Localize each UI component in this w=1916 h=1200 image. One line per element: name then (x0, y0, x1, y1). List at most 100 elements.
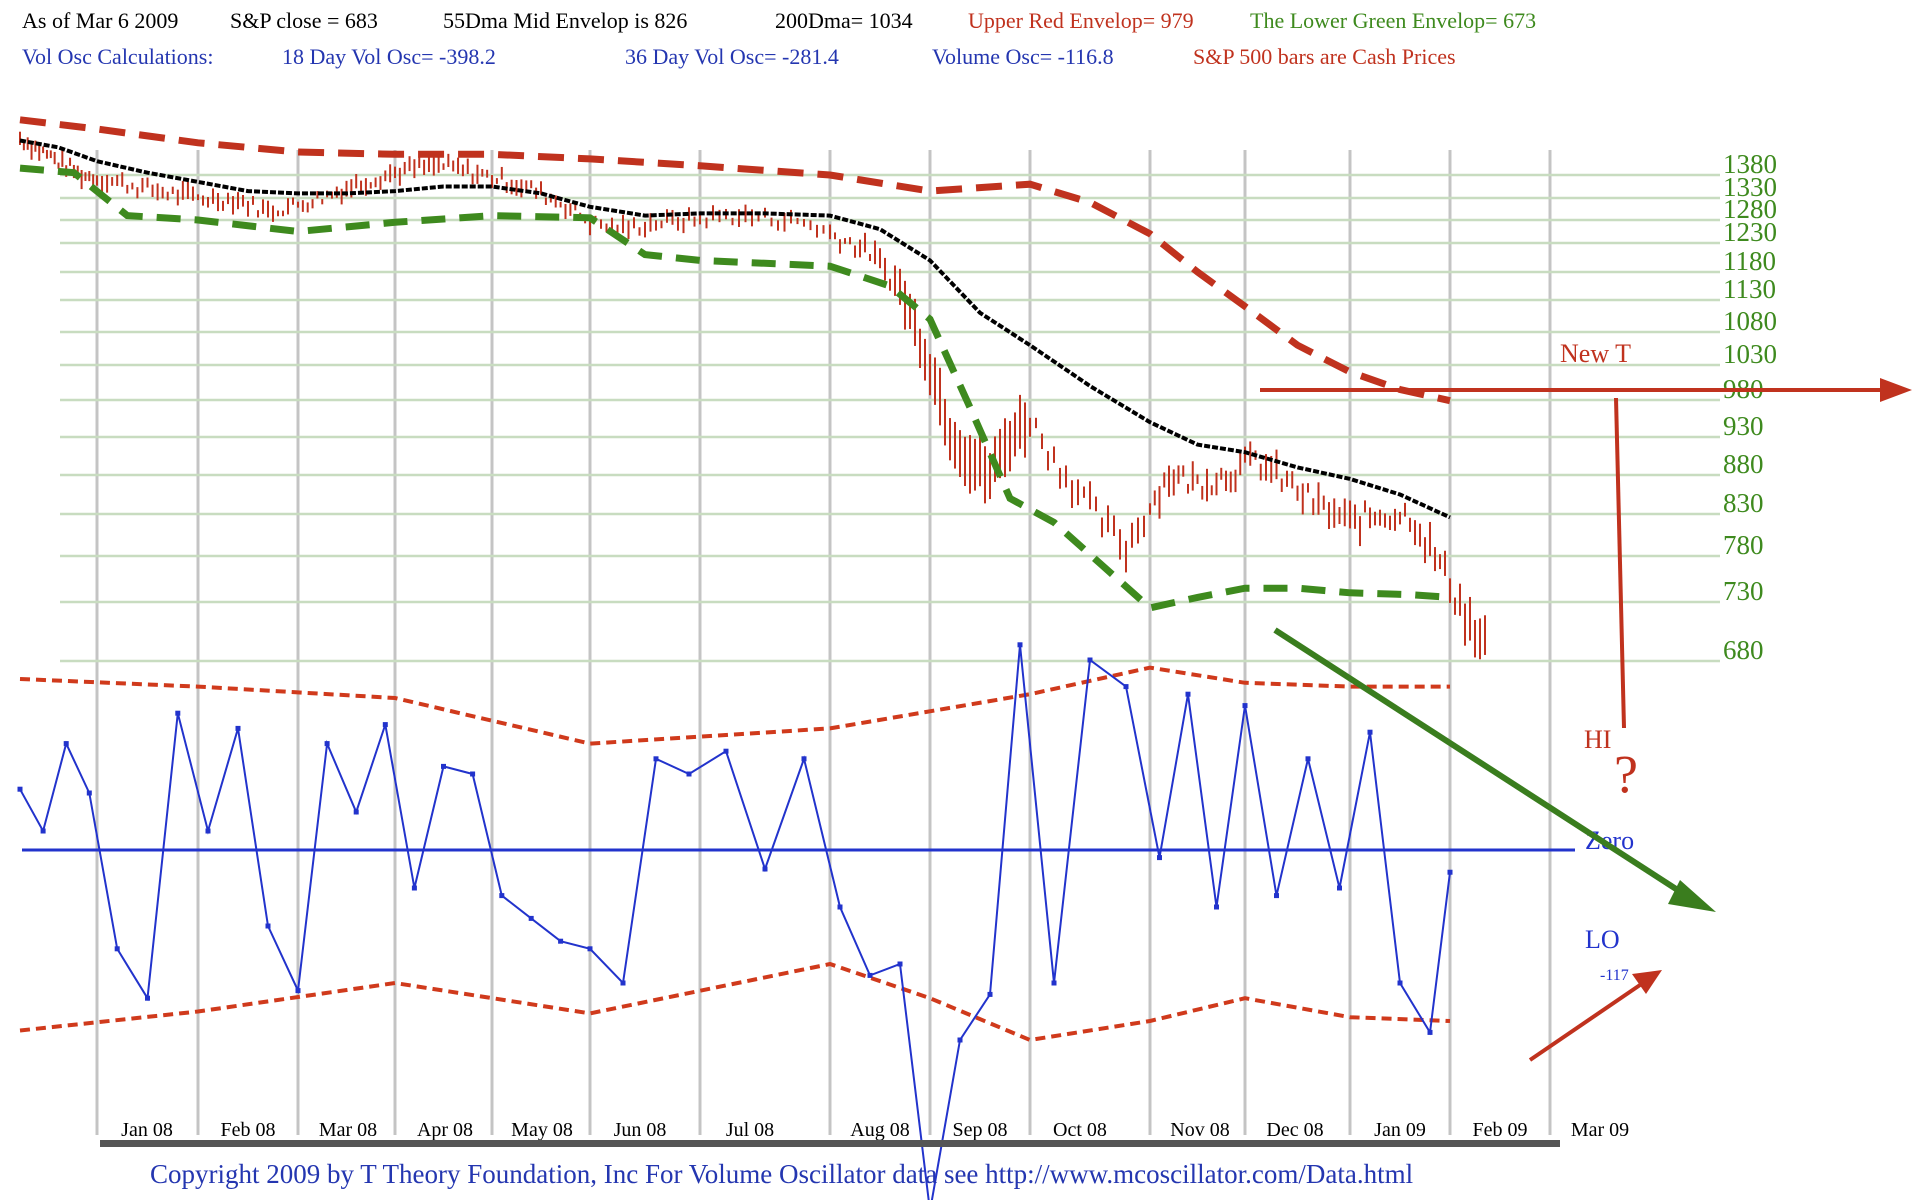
lo-value: -117 (1600, 967, 1629, 984)
oscillator-point (528, 915, 534, 921)
oscillator-point (897, 961, 903, 967)
price-axis-labels: 1380133012801230118011301080103098093088… (1723, 149, 1777, 665)
uptrend-arrowhead (1632, 970, 1662, 994)
header-item: S&P 500 bars are Cash Prices (1193, 44, 1456, 69)
hi-label: HI (1584, 725, 1611, 754)
oscillator-point (145, 995, 150, 1001)
price-tick-label: 1130 (1723, 274, 1776, 304)
header-item: Upper Red Envelop= 979 (968, 8, 1194, 33)
header-line-2: Vol Osc Calculations: 18 Day Vol Osc= -39… (22, 44, 1456, 69)
price-grid-lines (60, 173, 1720, 663)
price-tick-label: 1330 (1723, 172, 1777, 202)
lower-green-envelope (19, 164, 1451, 612)
header-item: 18 Day Vol Osc= -398.2 (282, 44, 496, 69)
oscillator-point (295, 988, 301, 994)
oscillator-point (1274, 893, 1279, 899)
oscillator-point (86, 790, 92, 796)
oscillator-point (114, 946, 120, 952)
oscillator-point (175, 710, 181, 716)
oscillator-point (653, 756, 659, 762)
cycle-lines (95, 150, 1552, 1135)
oscillator-point (499, 893, 505, 899)
oscillator-point (686, 771, 692, 777)
oscillator-point (837, 904, 843, 910)
new-t-arrowhead (1880, 378, 1912, 402)
oscillator-point (1242, 703, 1248, 709)
price-tick-label: 730 (1723, 576, 1764, 606)
month-label: Apr 08 (417, 1119, 473, 1141)
zero-label: Zero (1585, 826, 1634, 855)
oscillator-point (1367, 729, 1373, 735)
price-tick-label: 1280 (1723, 194, 1777, 224)
oscillator-lower-band (19, 961, 1451, 1043)
header-item: 36 Day Vol Osc= -281.4 (625, 44, 839, 69)
month-label: Sep 08 (953, 1119, 1008, 1141)
oscillator-upper-band (19, 665, 1450, 746)
oscillator-point (587, 946, 593, 952)
oscillator-point (1427, 1029, 1433, 1035)
header-item: The Lower Green Envelop= 673 (1250, 8, 1536, 33)
oscillator-point (558, 938, 564, 944)
month-label: Oct 08 (1053, 1119, 1107, 1141)
header-item: Vol Osc Calculations: (22, 44, 213, 69)
oscillator-point (987, 991, 993, 997)
copyright-footer: Copyright 2009 by T Theory Foundation, I… (150, 1159, 1413, 1189)
price-tick-label: 930 (1723, 411, 1764, 441)
price-tick-label: 830 (1723, 488, 1764, 518)
upper-red-envelope (19, 116, 1451, 405)
oscillator-point (63, 741, 69, 747)
oscillator-point (1017, 642, 1023, 648)
downtrend-arrowhead (1668, 880, 1716, 912)
price-tick-label: 1380 (1723, 149, 1777, 179)
oscillator-point (1305, 756, 1311, 762)
oscillator-point (867, 972, 873, 978)
month-label: May 08 (511, 1119, 573, 1141)
question-mark: ? (1614, 744, 1638, 804)
header-item: S&P close = 683 (230, 8, 378, 33)
oscillator-markers (17, 642, 1453, 1043)
lo-label: LO (1585, 925, 1620, 954)
oscillator-point (1051, 980, 1057, 986)
price-bars (19, 131, 1486, 660)
month-label: Feb 09 (1473, 1119, 1528, 1141)
month-label: Jan 09 (1374, 1119, 1426, 1141)
price-tick-label: 1080 (1723, 306, 1777, 336)
oscillator-point (1337, 885, 1342, 891)
oscillator-point (265, 923, 271, 929)
oscillator-point (235, 725, 241, 731)
oscillator-point (324, 741, 330, 747)
oscillator-point (205, 828, 211, 834)
oscillator-point (1123, 684, 1129, 690)
oscillator-point (1447, 869, 1453, 875)
oscillator-point (957, 1037, 963, 1043)
oscillator-point (17, 786, 23, 792)
downtrend-arrow-line (1273, 627, 1692, 901)
header-item: 200Dma= 1034 (775, 8, 913, 33)
month-label: Jul 08 (726, 1119, 774, 1141)
oscillator-point (382, 722, 388, 728)
new-t-drop-line (1614, 397, 1626, 729)
price-tick-label: 1030 (1723, 339, 1777, 369)
month-label: Dec 08 (1266, 1119, 1323, 1141)
oscillator-point (801, 756, 807, 762)
price-tick-label: 880 (1723, 449, 1764, 479)
oscillator-point (470, 771, 476, 777)
volume-oscillator-line (19, 644, 1451, 1200)
price-tick-label: 680 (1723, 635, 1764, 665)
header-line-1: As of Mar 6 2009 S&P close = 683 55Dma Mid… (22, 8, 1536, 33)
oscillator-point (762, 866, 768, 872)
oscillator-point (411, 885, 417, 891)
oscillator-point (1157, 855, 1162, 861)
time-axis-bar (100, 1140, 1560, 1147)
price-tick-label: 780 (1723, 530, 1764, 560)
price-tick-label: 1180 (1723, 246, 1776, 276)
oscillator-point (723, 748, 729, 754)
oscillator-point (1185, 691, 1191, 697)
oscillator-point (620, 980, 626, 986)
price-tick-label: 1230 (1723, 217, 1777, 247)
month-label: Mar 08 (319, 1119, 377, 1141)
oscillator-point (353, 809, 359, 815)
month-label: Jan 08 (121, 1119, 173, 1141)
month-label: Aug 08 (850, 1119, 909, 1141)
